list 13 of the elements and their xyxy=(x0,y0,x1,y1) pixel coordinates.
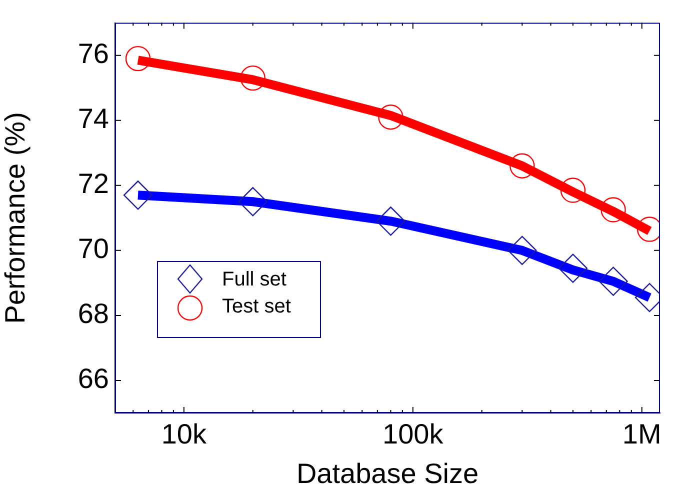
legend-label: Full set xyxy=(222,268,287,291)
legend-label: Test set xyxy=(222,296,292,318)
y-tick-label: 70 xyxy=(78,233,109,264)
x-tick-label: 100k xyxy=(382,418,444,450)
y-tick-label: 68 xyxy=(78,298,109,330)
x-axis-title: Database Size xyxy=(296,458,479,489)
y-tick-label: 74 xyxy=(78,103,109,134)
y-tick-label: 66 xyxy=(78,363,109,394)
y-tick-label: 76 xyxy=(78,38,109,70)
x-tick-label: 10k xyxy=(161,418,208,450)
y-tick-label: 72 xyxy=(78,168,109,200)
y-axis-title: Performance (%) xyxy=(0,112,31,324)
x-tick-label: 1M xyxy=(622,418,662,450)
